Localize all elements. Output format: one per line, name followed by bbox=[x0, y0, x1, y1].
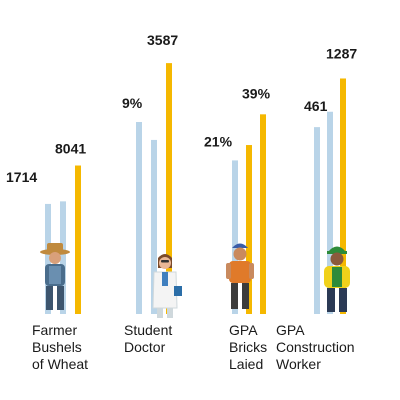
bar bbox=[340, 78, 346, 314]
bar-group bbox=[232, 114, 266, 314]
value-label: 461 bbox=[304, 98, 328, 114]
bricklayer-icon bbox=[226, 243, 254, 309]
category-label: GPA Construction Worker bbox=[276, 322, 355, 373]
bar bbox=[45, 203, 51, 314]
bar bbox=[314, 127, 320, 315]
category-label-line: Worker bbox=[276, 356, 321, 372]
bar bbox=[232, 160, 238, 314]
bar-group bbox=[314, 78, 346, 315]
bar bbox=[327, 111, 333, 314]
bar bbox=[60, 201, 66, 314]
farmer-icon bbox=[40, 243, 70, 310]
category-label-line: Student bbox=[124, 322, 173, 338]
value-label: 1714 bbox=[6, 169, 37, 185]
bar bbox=[151, 139, 157, 314]
doctor-icon bbox=[152, 254, 182, 318]
category-label: Student Doctor bbox=[124, 322, 172, 356]
category-label-line: GPA bbox=[229, 322, 258, 338]
value-label: 1287 bbox=[326, 45, 357, 61]
bar-group bbox=[45, 165, 81, 314]
construction-worker-icon bbox=[324, 246, 350, 312]
bar bbox=[246, 145, 252, 314]
value-labels-layer: 1714 8041 9% 3587 21% 39% 461 1287 bbox=[6, 32, 357, 185]
bar bbox=[260, 114, 266, 314]
category-label-line: Bushels bbox=[32, 339, 82, 355]
category-label-line: Doctor bbox=[124, 339, 166, 355]
value-label: 8041 bbox=[55, 141, 86, 157]
value-label: 9% bbox=[122, 95, 143, 111]
category-label: GPA Bricks Laied bbox=[229, 322, 267, 373]
value-label: 39% bbox=[242, 85, 271, 101]
category-label-line: Bricks bbox=[229, 339, 268, 355]
category-label-line: GPA bbox=[276, 322, 305, 338]
bar bbox=[75, 165, 81, 314]
bar-group bbox=[136, 63, 172, 315]
bars-layer bbox=[45, 63, 346, 315]
category-label-line: Farmer bbox=[32, 322, 78, 338]
category-label: Farmer Bushels of Wheat bbox=[32, 322, 88, 373]
value-label: 3587 bbox=[147, 32, 178, 48]
category-label-line: of Wheat bbox=[32, 356, 89, 372]
bar bbox=[166, 63, 172, 315]
value-label: 21% bbox=[204, 133, 233, 149]
category-label-line: Laied bbox=[229, 356, 264, 372]
bar bbox=[136, 122, 142, 314]
category-label-line: Construction bbox=[276, 339, 355, 355]
